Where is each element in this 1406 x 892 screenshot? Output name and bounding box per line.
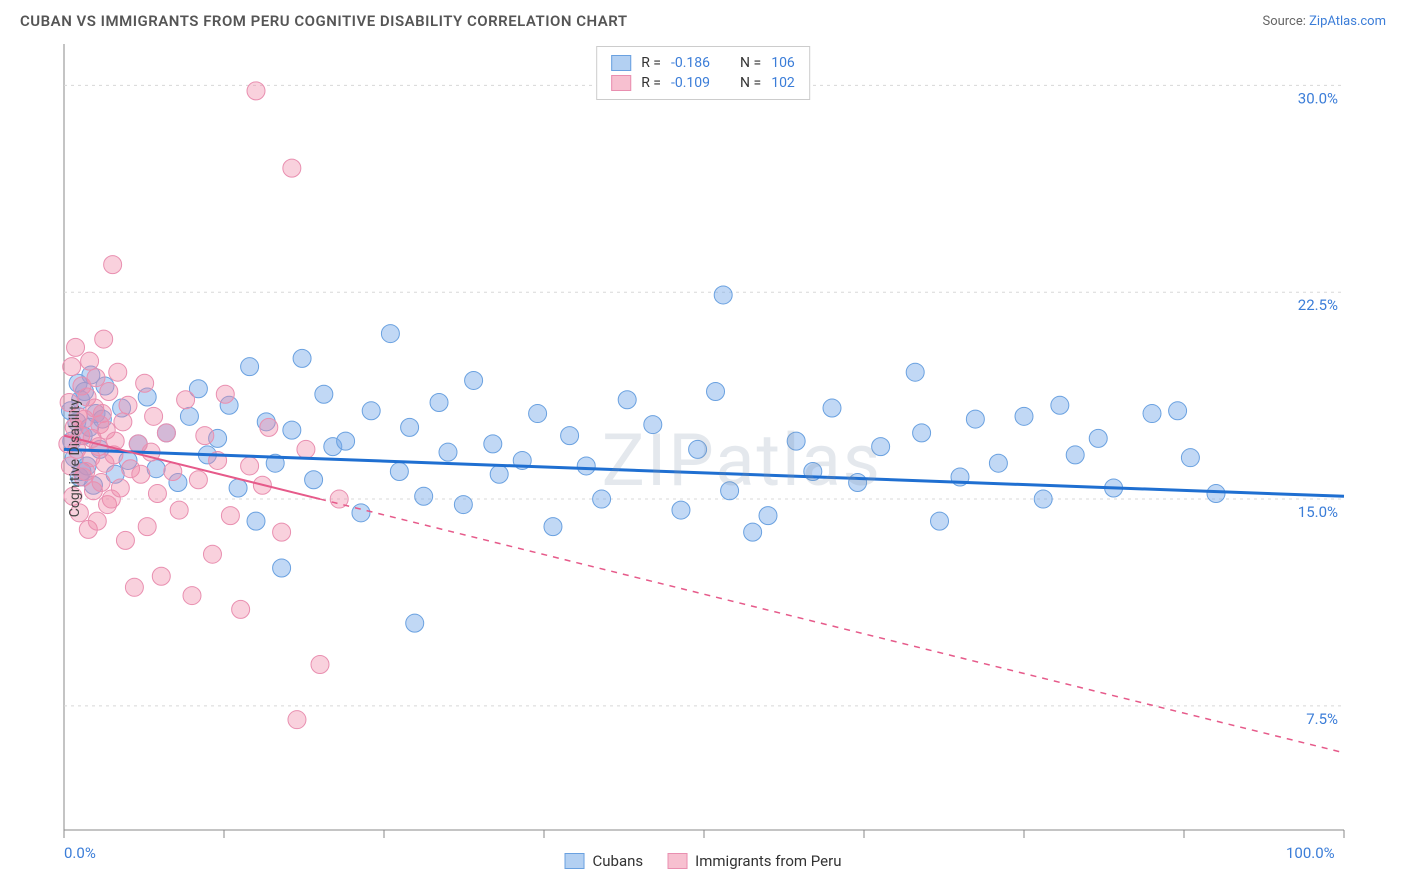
chart-header: CUBAN VS IMMIGRANTS FROM PERU COGNITIVE … (0, 0, 1406, 38)
source-attribution: Source: ZipAtlas.com (1262, 14, 1386, 29)
n-value-peru: 102 (771, 75, 795, 91)
svg-text:7.5%: 7.5% (1306, 710, 1338, 728)
r-label: R = (641, 55, 661, 71)
svg-text:15.0%: 15.0% (1298, 503, 1338, 521)
n-label: N = (740, 55, 761, 71)
scatter-chart-svg: 7.5% 15.0% 22.5% 30.0% (20, 44, 1386, 872)
swatch-cubans (565, 853, 585, 869)
r-value-peru: -0.109 (671, 75, 710, 91)
legend-item-cubans: Cubans (565, 852, 644, 870)
legend-row-peru: R = -0.109 N = 102 (611, 73, 795, 93)
x-axis-max-label: 100.0% (1286, 844, 1335, 862)
chart-area: Cognitive Disability 7.5% 15.0% 22.5% 30.0%… (20, 44, 1386, 872)
r-label: R = (641, 75, 661, 91)
svg-text:30.0%: 30.0% (1298, 89, 1338, 107)
swatch-cubans (611, 55, 631, 71)
swatch-peru (611, 75, 631, 91)
legend-row-cubans: R = -0.186 N = 106 (611, 53, 795, 73)
x-axis-min-label: 0.0% (64, 844, 96, 862)
y-axis-label: Cognitive Disability (67, 399, 83, 517)
swatch-peru (667, 853, 687, 869)
chart-title: CUBAN VS IMMIGRANTS FROM PERU COGNITIVE … (20, 12, 628, 30)
r-value-cubans: -0.186 (671, 55, 710, 71)
legend-item-peru: Immigrants from Peru (667, 852, 841, 870)
legend-label-cubans: Cubans (593, 852, 644, 870)
n-value-cubans: 106 (771, 55, 795, 71)
series-legend: Cubans Immigrants from Peru (565, 852, 842, 870)
source-prefix: Source: (1262, 14, 1309, 29)
n-label: N = (740, 75, 761, 91)
correlation-legend: R = -0.186 N = 106 R = -0.109 N = 102 (596, 46, 810, 100)
legend-label-peru: Immigrants from Peru (695, 852, 841, 870)
source-link[interactable]: ZipAtlas.com (1309, 14, 1386, 29)
svg-text:22.5%: 22.5% (1298, 296, 1338, 314)
